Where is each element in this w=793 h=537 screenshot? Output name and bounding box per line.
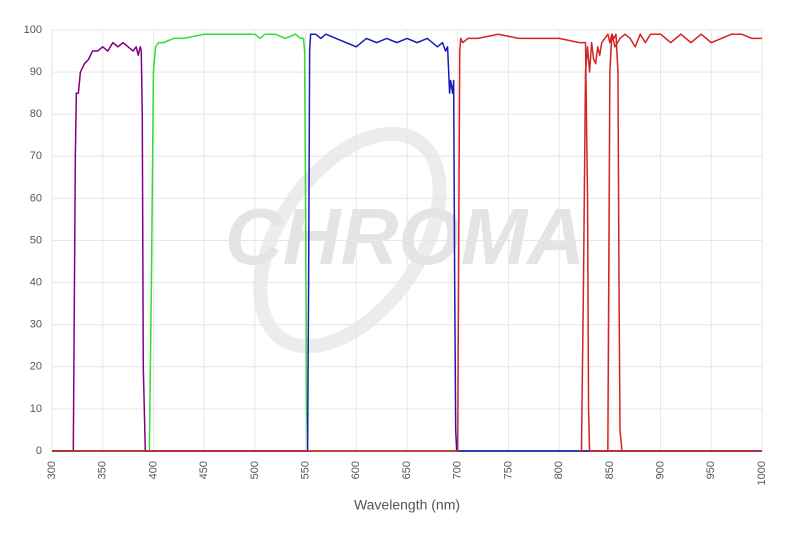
x-tick-label: 550: [299, 461, 311, 479]
y-tick-label: 80: [30, 108, 42, 120]
watermark: CHROMA: [225, 126, 585, 354]
y-tick-label: 100: [24, 24, 42, 36]
y-tick-label: 50: [30, 234, 42, 246]
series-line: [52, 41, 762, 452]
y-tick-label: 60: [30, 192, 42, 204]
x-tick-label: 950: [705, 461, 717, 479]
series-line: [52, 33, 762, 452]
watermark-text: CHROMA: [225, 192, 585, 281]
x-tick-label: 850: [604, 461, 616, 479]
x-tick-label: 800: [553, 461, 565, 479]
series-line: [52, 33, 762, 452]
series-line: [604, 33, 762, 452]
y-tick-label: 0: [36, 445, 42, 457]
x-tick-label: 700: [452, 461, 464, 479]
y-tick-label: 30: [30, 319, 42, 331]
x-tick-label: 650: [401, 461, 413, 479]
x-tick-label: 600: [350, 461, 362, 479]
x-axis-label: Wavelength (nm): [354, 497, 460, 513]
x-tick-label: 1000: [756, 461, 768, 485]
y-tick-label: 70: [30, 150, 42, 162]
x-tick-label: 400: [147, 461, 159, 479]
series-line: [579, 33, 623, 452]
series-line: [52, 33, 762, 452]
y-tick-label: 40: [30, 277, 42, 289]
x-tick-label: 900: [654, 461, 666, 479]
x-tick-label: 350: [97, 461, 109, 479]
x-tick-label: 750: [502, 461, 514, 479]
y-tick-label: 90: [30, 66, 42, 78]
y-tick-label: 10: [30, 403, 42, 415]
x-tick-label: 300: [46, 461, 58, 479]
y-tick-label: 20: [30, 361, 42, 373]
x-tick-label: 450: [198, 461, 210, 479]
x-tick-label: 500: [249, 461, 261, 479]
